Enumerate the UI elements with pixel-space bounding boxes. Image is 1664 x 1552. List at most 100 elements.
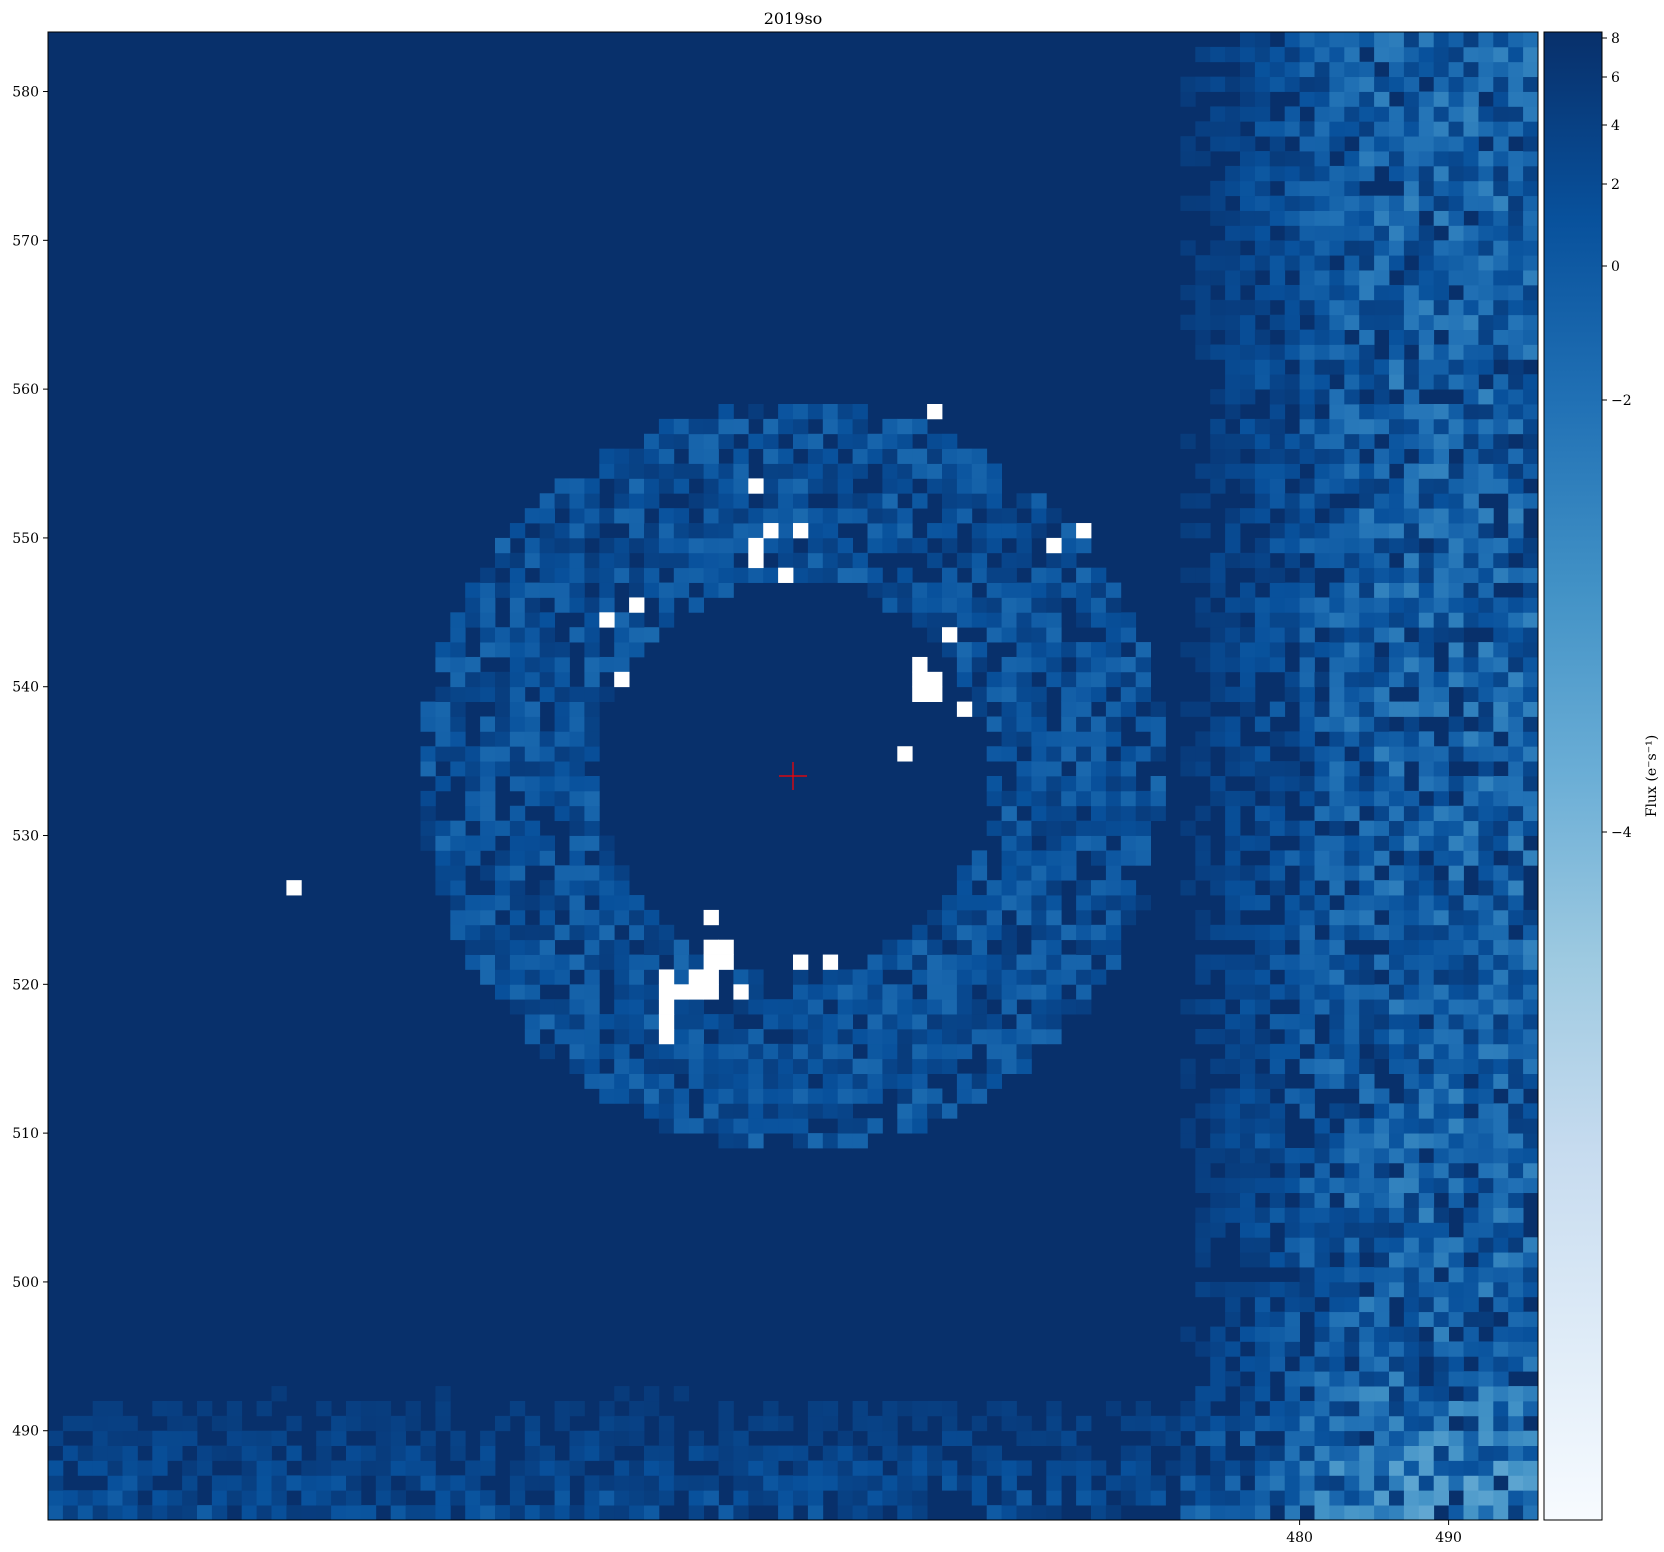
noise-pixel [986, 746, 1002, 762]
noise-pixel [1329, 835, 1345, 851]
noise-pixel [1254, 1490, 1271, 1506]
noise-pixel [1448, 552, 1464, 569]
noise-pixel [837, 508, 853, 524]
noise-pixel [1225, 523, 1241, 539]
noise-pixel [1508, 1430, 1524, 1446]
noise-pixel [1433, 627, 1449, 643]
noise-pixel [1374, 1207, 1390, 1223]
noise-pixel [1314, 299, 1330, 316]
noise-pixel [1389, 746, 1405, 762]
noise-pixel [971, 597, 988, 613]
noise-pixel [465, 656, 481, 673]
y-tick-label: 570 [12, 233, 39, 249]
noise-pixel [1493, 924, 1509, 941]
noise-pixel [1359, 314, 1375, 330]
noise-pixel [1329, 1058, 1345, 1074]
noise-pixel [1240, 761, 1256, 777]
noise-pixel [1299, 686, 1315, 702]
noise-pixel [360, 1415, 377, 1432]
noise-pixel [1523, 1341, 1538, 1357]
noise-pixel [733, 418, 749, 435]
noise-pixel [778, 999, 794, 1015]
noise-pixel [1418, 240, 1435, 256]
noise-pixel [1061, 671, 1077, 688]
noise-pixel [92, 1400, 108, 1417]
noise-pixel [211, 1490, 228, 1506]
noise-pixel [1329, 1237, 1345, 1253]
noise-pixel [1389, 404, 1405, 420]
noise-pixel [629, 924, 645, 941]
noise-pixel [1225, 954, 1241, 970]
noise-pixel [748, 523, 764, 539]
noise-pixel [1403, 1400, 1420, 1417]
noise-pixel [629, 478, 645, 494]
noise-pixel [1403, 1311, 1420, 1327]
noise-pixel [1463, 418, 1479, 435]
noise-pixel [1240, 270, 1256, 286]
noise-pixel [1329, 91, 1345, 107]
noise-pixel [1403, 1073, 1420, 1089]
noise-pixel [1046, 508, 1062, 524]
noise-pixel [1225, 1371, 1241, 1387]
noise-pixel [465, 1505, 481, 1520]
noise-pixel [1061, 552, 1077, 569]
noise-pixel [509, 761, 526, 777]
noise-pixel [1076, 1490, 1092, 1506]
noise-pixel [450, 895, 466, 911]
noise-pixel [1299, 835, 1315, 851]
noise-pixel [450, 612, 466, 628]
noise-pixel [1403, 404, 1420, 420]
noise-pixel [1374, 404, 1390, 420]
noise-pixel [1284, 448, 1300, 464]
noise-pixel [1210, 924, 1226, 941]
noise-pixel [1076, 567, 1092, 583]
noise-pixel [599, 880, 615, 896]
noise-pixel [1284, 1028, 1300, 1045]
noise-pixel [897, 1505, 913, 1520]
noise-pixel [539, 1014, 555, 1030]
noise-pixel [554, 1415, 570, 1432]
noise-pixel [1374, 448, 1390, 464]
noise-pixel [673, 954, 690, 970]
noise-pixel [1523, 1043, 1538, 1060]
noise-pixel [480, 776, 496, 792]
noise-pixel [1374, 1490, 1390, 1506]
noise-pixel [271, 1460, 287, 1476]
noise-pixel [1195, 656, 1211, 673]
noise-pixel [1314, 969, 1330, 985]
noise-pixel [1284, 612, 1300, 628]
noise-pixel [1284, 1415, 1300, 1432]
noise-pixel [1299, 537, 1315, 554]
noise-pixel [1374, 582, 1390, 598]
noise-pixel [1344, 225, 1360, 241]
noise-pixel [1359, 463, 1375, 479]
noise-pixel [1508, 389, 1524, 405]
noise-pixel [1165, 1415, 1181, 1432]
noise-pixel [480, 1460, 496, 1476]
noise-pixel [1433, 1222, 1449, 1238]
noise-pixel [569, 731, 585, 747]
noise-pixel [1254, 1028, 1271, 1045]
noise-pixel [1463, 284, 1479, 301]
noise-pixel [658, 418, 675, 435]
noise-pixel [539, 567, 555, 583]
noise-pixel [1225, 835, 1241, 851]
noise-pixel [1389, 835, 1405, 851]
noise-pixel [1329, 716, 1345, 732]
noise-pixel [1403, 1058, 1420, 1074]
noise-pixel [1493, 746, 1509, 762]
noise-pixel [1180, 1490, 1196, 1506]
noise-pixel [1105, 731, 1122, 747]
noise-pixel [1314, 1356, 1330, 1372]
noise-pixel [1269, 1490, 1286, 1506]
noise-pixel [1344, 1281, 1360, 1298]
noise-pixel [1359, 165, 1375, 182]
noise-pixel [986, 924, 1002, 941]
noise-pixel [1508, 418, 1524, 435]
noise-pixel [1389, 508, 1405, 524]
noise-pixel [599, 1400, 615, 1417]
noise-pixel [927, 582, 943, 598]
noise-pixel [1299, 1371, 1315, 1387]
noise-pixel [629, 954, 645, 970]
noise-pixel [48, 1475, 64, 1491]
